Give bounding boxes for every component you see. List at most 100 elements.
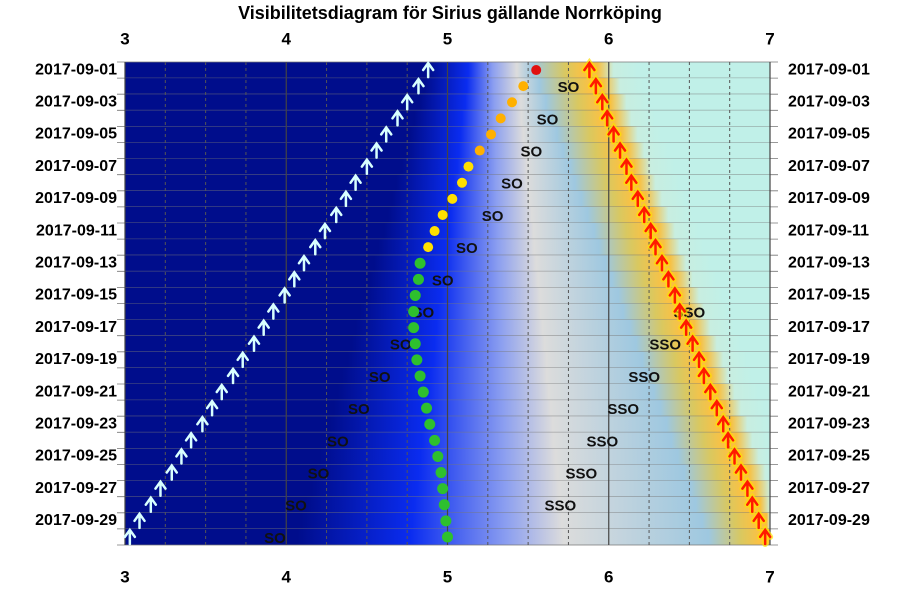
direction-label: SSO [649,337,681,354]
row-label: 2017-09-23 [35,415,117,432]
row-label: 2017-09-07 [35,158,117,175]
x-tick-label: 3 [120,29,129,48]
rise-arrow [720,428,737,451]
rise-arrow [605,122,622,145]
row-label: 2017-09-25 [788,448,870,465]
rise-arrow [666,283,683,306]
rise-arrow [629,186,646,209]
row-label: 2017-09-07 [788,158,870,175]
rise-arrow [165,463,179,481]
rise-arrow [757,524,774,547]
rise-arrow [226,366,240,385]
x-tick-label: 5 [443,29,452,48]
visibility-dot [440,515,452,527]
row-label: 2017-09-27 [788,480,870,497]
direction-label: SO [264,530,286,547]
visibility-dot [437,483,449,495]
direction-label: SO [456,240,478,257]
row-label: 2017-09-13 [35,254,117,271]
rise-arrow [297,254,311,272]
rise-arrow [196,415,209,433]
rise-arrow [726,444,743,467]
row-label: 2017-09-11 [788,222,869,239]
visibility-dot [435,467,447,479]
rise-arrow [636,202,653,225]
rise-arrow [360,157,374,175]
row-label: 2017-09-27 [35,480,117,497]
rise-arrow [612,138,629,161]
row-label: 2017-09-05 [788,126,870,143]
rise-arrow [133,511,146,530]
rise-arrow [660,267,677,290]
visibility-dot [442,531,453,543]
rise-arrow [257,318,270,336]
rise-arrow [154,479,167,497]
chart-title: Visibilitetsdiagram för Sirius gällande … [238,3,662,23]
rise-arrow [309,237,322,256]
visibility-dot [438,499,450,511]
row-label: 2017-09-15 [35,287,117,304]
row-label: 2017-09-13 [788,254,870,271]
x-tick-label: 6 [604,29,613,48]
row-label: 2017-09-15 [788,287,870,304]
visibility-dot [507,97,517,108]
direction-label: SO [327,433,349,450]
visibility-dot [531,65,542,76]
visibility-dot [432,450,444,462]
visibility-dot [423,242,434,253]
rise-arrow [288,270,301,288]
rise-arrow [695,363,712,386]
visibility-dot [486,129,497,140]
rise-arrow [400,93,414,111]
rise-arrow [732,460,749,483]
rise-arrow [684,331,701,354]
row-label: 2017-09-09 [788,190,870,207]
x-tick-label: 7 [765,29,774,48]
visibility-dot [414,370,426,382]
row-label: 2017-09-17 [35,319,117,336]
direction-label: SO [482,208,504,225]
visibility-dot [447,193,458,204]
rise-arrow [175,447,188,465]
row-label: 2017-09-17 [788,319,870,336]
visibility-dot [463,161,474,172]
x-tick-label: 5 [443,567,452,586]
row-label: 2017-09-23 [788,415,870,432]
row-label: 2017-09-03 [788,93,870,110]
rise-arrow [412,76,425,95]
direction-label: SSO [586,433,618,450]
visibility-dot [411,354,423,366]
row-label: 2017-09-25 [35,448,117,465]
direction-label: SSO [628,369,660,386]
rise-arrow [653,251,670,274]
row-label: 2017-09-29 [35,512,117,529]
direction-label: SO [348,401,370,418]
rise-arrow [318,221,332,240]
rise-arrow [599,106,616,129]
rise-arrow [581,57,598,81]
x-tick-label: 4 [282,567,292,586]
rise-arrow [144,495,158,514]
visibility-dot [421,402,433,414]
visibility-dot [474,145,485,156]
direction-label: SO [537,111,559,128]
rise-arrow [247,334,261,353]
visibility-dot [408,322,420,334]
visibility-dot [424,418,436,430]
x-tick-label: 6 [604,567,613,586]
rise-arrow [587,73,604,97]
rise-arrow [370,141,383,159]
rise-arrow [678,315,695,338]
rise-arrow [642,218,659,242]
visibility-dot [408,306,420,318]
direction-label: SSO [607,401,639,418]
visibility-dot [417,386,429,398]
rise-arrow [205,398,219,417]
rise-arrow [184,431,198,449]
rise-arrow [715,412,732,435]
row-label: 2017-09-09 [35,190,117,207]
rise-arrow [671,299,688,322]
direction-label: SO [432,272,454,289]
rise-arrow [691,347,708,370]
rise-arrow [123,527,137,546]
